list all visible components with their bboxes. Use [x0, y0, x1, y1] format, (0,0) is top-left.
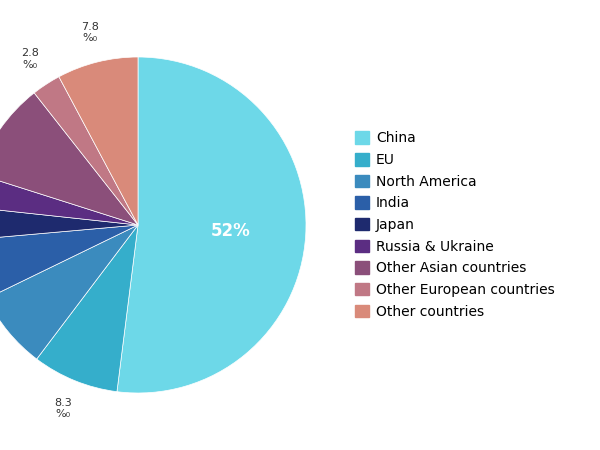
Wedge shape — [117, 57, 306, 393]
Text: 52%: 52% — [211, 222, 250, 240]
Wedge shape — [34, 77, 138, 225]
Text: 2.8
%₀: 2.8 %₀ — [21, 48, 38, 70]
Text: 8.3
%₀: 8.3 %₀ — [55, 398, 72, 419]
Text: 7.8
%₀: 7.8 %₀ — [81, 22, 99, 44]
Legend: China, EU, North America, India, Japan, Russia & Ukraine, Other Asian countries,: China, EU, North America, India, Japan, … — [355, 131, 554, 319]
Wedge shape — [0, 225, 138, 298]
Wedge shape — [0, 93, 138, 225]
Wedge shape — [59, 57, 138, 225]
Wedge shape — [0, 225, 138, 359]
Wedge shape — [0, 207, 138, 240]
Wedge shape — [0, 174, 138, 225]
Wedge shape — [37, 225, 138, 392]
